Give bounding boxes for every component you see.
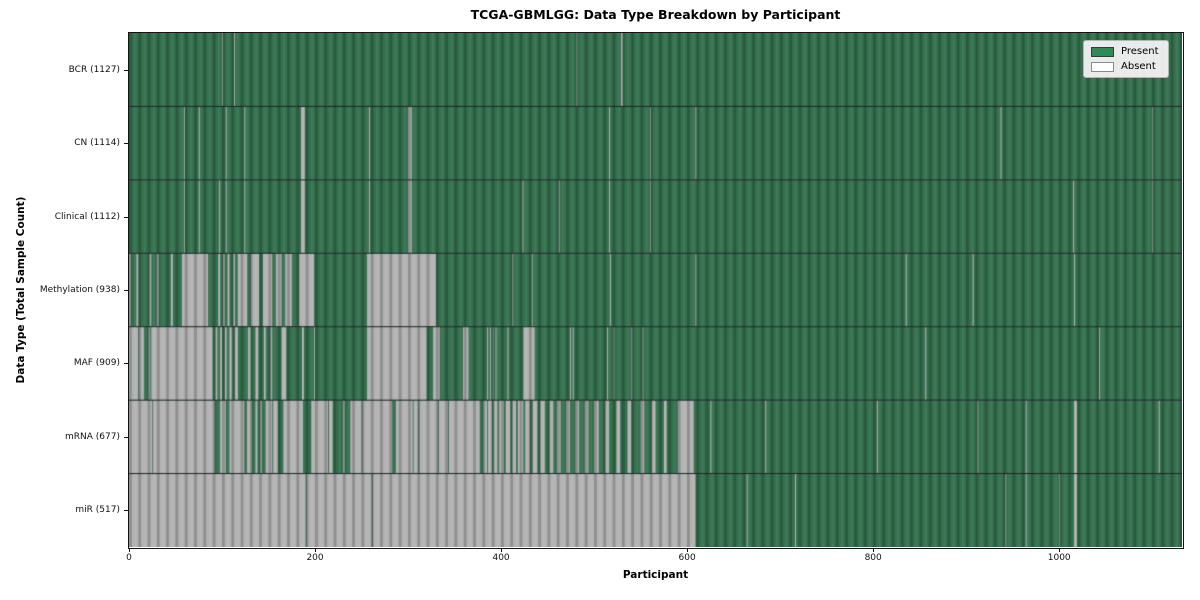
xtick-label-0: 0	[126, 553, 132, 563]
xtick-label-800: 800	[864, 553, 882, 563]
ytick-label-Clinical: Clinical (1112)	[54, 211, 120, 222]
heatmap-canvas	[129, 33, 1182, 547]
ytick-mark	[124, 143, 128, 145]
ytick-label-mRNA: mRNA (677)	[65, 431, 120, 442]
absent-swatch-icon	[1091, 61, 1114, 72]
ytick-label-MAF: MAF (909)	[73, 358, 120, 369]
xtick-mark	[687, 548, 689, 552]
legend-label-absent: Absent	[1121, 61, 1156, 72]
ytick-label-CN: CN (1114)	[74, 138, 120, 149]
legend-label-present: Present	[1121, 46, 1159, 57]
ytick-mark	[124, 290, 128, 291]
chart-title: TCGA-GBMLGG: Data Type Breakdown by Part…	[470, 7, 841, 22]
xtick-mark	[873, 548, 875, 552]
legend-entry-present: Present	[1091, 46, 1159, 57]
plot-border	[128, 32, 1184, 549]
xtick-label-1000: 1000	[1047, 553, 1071, 563]
ytick-mark	[124, 436, 128, 438]
xtick-label-200: 200	[306, 553, 324, 563]
xtick-mark	[129, 548, 130, 552]
xtick-mark	[501, 548, 503, 552]
ytick-mark	[124, 216, 128, 218]
ytick-label-Methylation: Methylation (938)	[39, 285, 120, 295]
xtick-mark	[1059, 548, 1061, 552]
ytick-label-BCR: BCR (1127)	[68, 64, 120, 75]
x-axis-label: Participant	[622, 569, 689, 581]
legend-entry-absent: Absent	[1091, 61, 1159, 72]
ytick-mark	[124, 363, 128, 365]
ytick-mark	[124, 510, 128, 512]
xtick-mark	[315, 548, 317, 552]
xtick-label-400: 400	[492, 553, 510, 563]
xtick-label-600: 600	[678, 553, 696, 563]
ytick-mark	[124, 69, 128, 71]
ytick-label-miR: miR (517)	[75, 505, 120, 516]
legend: Present Absent	[1083, 40, 1169, 78]
present-swatch-icon	[1091, 46, 1114, 57]
